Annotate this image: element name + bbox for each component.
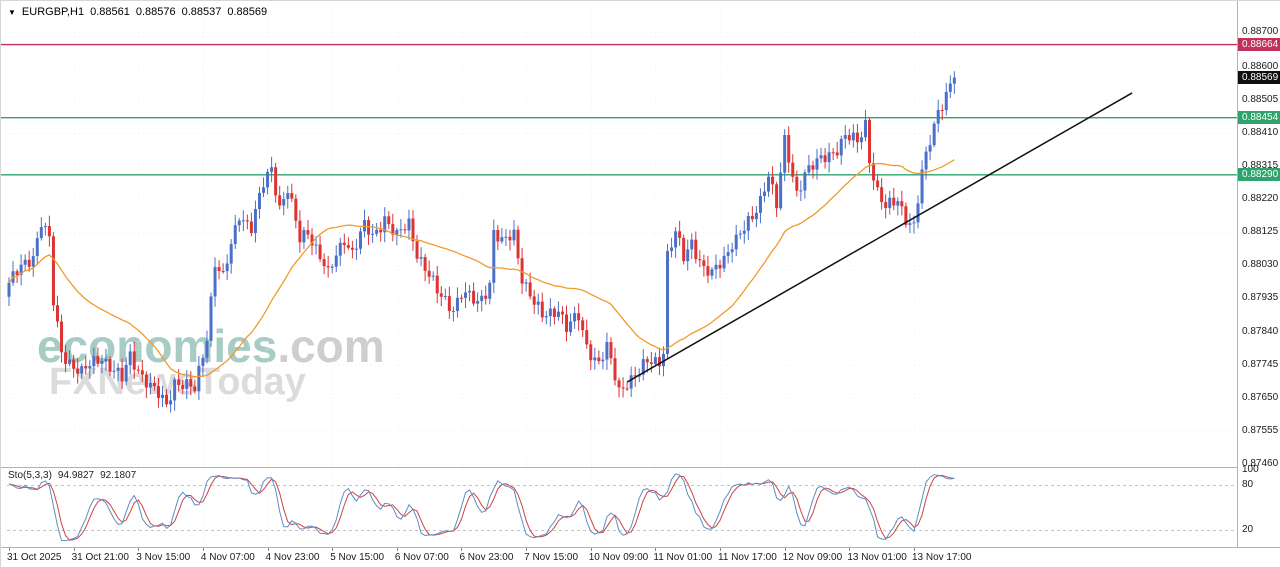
time-tick-mark	[73, 548, 75, 551]
time-tick-mark	[655, 548, 657, 551]
time-tick-mark	[396, 548, 398, 551]
stochastic-canvas[interactable]	[1, 467, 1237, 547]
stochastic-name: Sto(5,3,3)	[8, 470, 52, 481]
oscillator-level-label: 100	[1242, 464, 1259, 475]
price-axis[interactable]: 0.88700 0.88600 0.88505 0.88410 0.88315 0.882…	[1237, 1, 1280, 547]
time-tick-label: 6 Nov 07:00	[394, 552, 449, 563]
time-tick-label: 6 Nov 23:00	[459, 552, 514, 563]
price-tick-label: 0.88030	[1242, 259, 1279, 271]
price-tick-label: 0.88505	[1242, 93, 1279, 105]
time-tick-label: 3 Nov 15:00	[136, 552, 191, 563]
price-tick-label: 0.88410	[1242, 127, 1279, 138]
ohlc-close: 0.88569	[227, 6, 268, 18]
price-tick-label: 0.87840	[1242, 325, 1279, 337]
stochastic-signal-value: 92.1807	[100, 470, 137, 481]
time-tick-label: 11 Nov 01:00	[653, 552, 713, 563]
ohlc-open: 0.88561	[90, 6, 130, 18]
price-tick-label: 0.87935	[1242, 292, 1279, 304]
time-tick-mark	[138, 548, 140, 551]
time-tick-mark	[849, 548, 851, 551]
price-tick-label: 0.87555	[1242, 424, 1279, 436]
stochastic-main-value: 94.9827	[57, 470, 95, 481]
time-tick-label: 12 Nov 09:00	[782, 552, 843, 563]
oscillator-level-label: 20	[1242, 524, 1254, 535]
time-tick-label: 4 Nov 07:00	[200, 552, 255, 563]
time-tick-mark	[202, 548, 204, 551]
time-tick-mark	[913, 548, 915, 551]
time-tick-label: 13 Nov 17:00	[911, 552, 972, 563]
time-tick-mark	[332, 548, 334, 551]
price-tick-label: 0.87650	[1242, 391, 1279, 403]
current-price-badge: 0.88569	[1238, 70, 1280, 84]
stochastic-label: Sto(5,3,3) 94.9827 92.1807	[8, 470, 136, 481]
time-tick-mark	[267, 548, 269, 551]
ohlc-high: 0.88576	[135, 6, 176, 18]
time-tick-label: 31 Oct 21:00	[71, 552, 129, 563]
price-tick-label: 0.88220	[1242, 193, 1279, 205]
price-tick-label: 0.88315	[1242, 160, 1279, 172]
price-chart-canvas[interactable]	[1, 1, 1237, 467]
price-tick-label: 0.88600	[1242, 60, 1279, 72]
time-tick-label: 10 Nov 09:00	[588, 552, 649, 563]
price-tick-label: 0.87745	[1242, 358, 1279, 370]
ohlc-low: 0.88537	[181, 6, 222, 18]
time-tick-mark	[720, 548, 722, 551]
symbol-info: ▼ EURGBP,H1 0.88561 0.88576 0.88537 0.88…	[8, 6, 267, 18]
time-tick-mark	[9, 548, 10, 551]
support1-price-badge: 0.88454	[1238, 110, 1280, 124]
symbol-timeframe-label: EURGBP,H1	[21, 6, 85, 18]
time-tick-label: 5 Nov 15:00	[330, 552, 385, 563]
price-tick-label: 0.88125	[1242, 226, 1279, 238]
time-tick-label: 4 Nov 23:00	[265, 552, 320, 563]
time-tick-label: 31 Oct 2025	[7, 552, 62, 563]
collapse-arrow-icon[interactable]: ▼	[8, 7, 16, 17]
time-axis[interactable]: 31 Oct 2025 31 Oct 21:00 3 Nov 15:00 4 Nov …	[1, 548, 1280, 567]
time-tick-mark	[590, 548, 592, 551]
time-tick-mark	[784, 548, 786, 551]
resistance-price-badge: 0.88664	[1238, 37, 1280, 51]
price-tick-label: 0.88700	[1242, 25, 1279, 37]
time-tick-mark	[526, 548, 528, 551]
oscillator-level-label: 80	[1242, 479, 1254, 490]
time-axis-divider	[1, 547, 1280, 548]
time-tick-label: 7 Nov 15:00	[524, 552, 579, 563]
price-tick-label: 0.87460	[1242, 457, 1279, 469]
panel-divider[interactable]	[1, 467, 1280, 468]
time-tick-label: 11 Nov 17:00	[718, 552, 777, 563]
support2-price-badge: 0.88290	[1238, 167, 1280, 181]
time-tick-mark	[461, 548, 463, 551]
time-tick-label: 13 Nov 01:00	[847, 552, 907, 563]
